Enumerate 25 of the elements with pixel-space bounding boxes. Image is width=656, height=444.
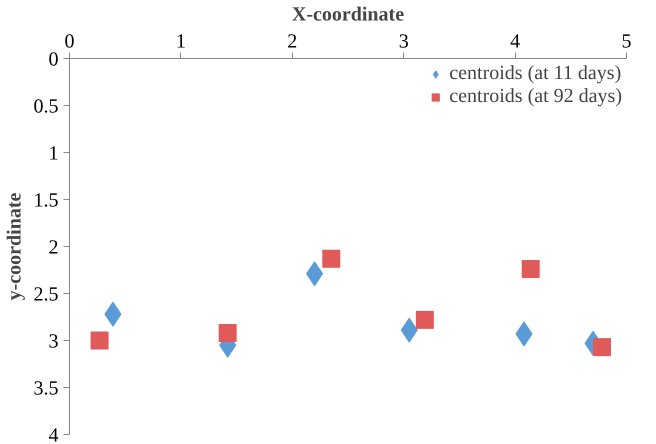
- x-tick-label: 3: [398, 30, 409, 52]
- x-tick-label: 0: [64, 30, 74, 52]
- point: [322, 250, 340, 268]
- y-tick-label: 3: [48, 330, 58, 352]
- legend-label: centroids (at 92 days): [449, 85, 622, 108]
- x-axis-title: X-coordinate: [292, 4, 404, 26]
- y-tick-label: 1: [48, 142, 58, 164]
- x-tick-label: 2: [287, 30, 298, 52]
- point: [90, 332, 109, 350]
- point: [522, 260, 540, 278]
- x-tick-label: 1: [176, 30, 186, 52]
- legend-label: centroids (at 11 days): [449, 62, 622, 85]
- y-tick-label: 3.5: [34, 378, 58, 400]
- x-tick-label: 4: [510, 30, 520, 52]
- point: [592, 338, 611, 356]
- y-axis-title: y-coordinate: [4, 192, 26, 300]
- y-tick-label: 2.5: [34, 284, 58, 306]
- point: [416, 310, 434, 329]
- x-tick-label: 5: [622, 30, 632, 52]
- y-tick-label: 4: [48, 424, 58, 444]
- y-tick-label: 1.5: [34, 190, 58, 212]
- y-tick-label: 0.5: [34, 96, 58, 118]
- y-tick-label: 2: [48, 236, 58, 258]
- point: [218, 324, 237, 342]
- y-tick-label: 0: [48, 48, 58, 70]
